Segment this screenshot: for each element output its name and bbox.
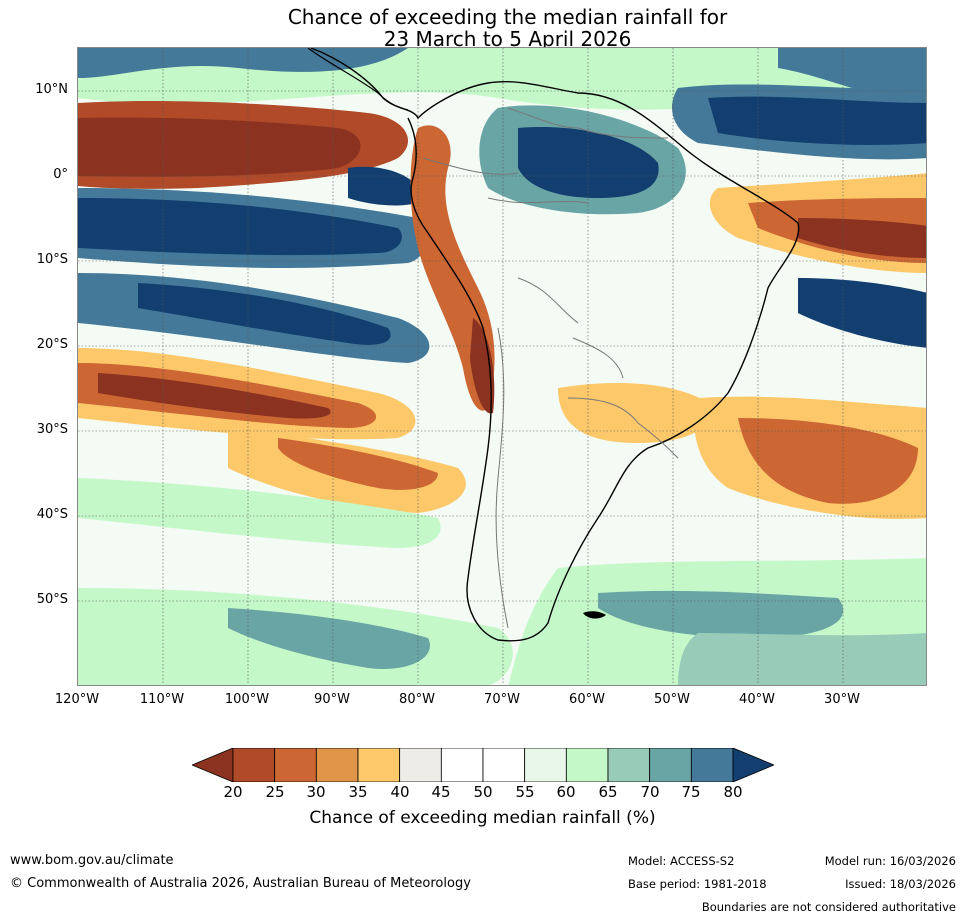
footer-disclaimer: Boundaries are not considered authoritat… bbox=[701, 900, 956, 914]
colorbar-tick-55: 55 bbox=[515, 783, 535, 801]
colorbar-segment bbox=[524, 748, 567, 782]
colorbar bbox=[192, 748, 774, 782]
colorbar-segment bbox=[274, 748, 317, 782]
falkland-islands bbox=[583, 611, 606, 619]
central-america-coastline bbox=[307, 48, 409, 111]
latitude-label-30s: 30°S bbox=[36, 422, 68, 437]
footer-issued: Issued: 18/03/2026 bbox=[845, 877, 956, 891]
latitude-label-10n: 10°N bbox=[35, 82, 68, 97]
longitude-label-100w: 100°W bbox=[224, 692, 270, 707]
colorbar-tick-40: 40 bbox=[390, 783, 410, 801]
longitude-label-60w: 60°W bbox=[569, 692, 605, 707]
colorbar-segments bbox=[232, 748, 734, 782]
colorbar-tick-75: 75 bbox=[681, 783, 701, 801]
longitude-label-80w: 80°W bbox=[399, 692, 435, 707]
colorbar-segment bbox=[440, 748, 484, 782]
footer-model: Model: ACCESS-S2 bbox=[628, 854, 735, 868]
footer-base-period: Base period: 1981-2018 bbox=[628, 877, 767, 891]
colorbar-segment bbox=[649, 748, 692, 782]
latitude-label-40s: 40°S bbox=[36, 507, 68, 522]
longitude-label-70w: 70°W bbox=[484, 692, 520, 707]
colorbar-tick-20: 20 bbox=[223, 783, 243, 801]
footer-model-run: Model run: 16/03/2026 bbox=[824, 854, 956, 868]
colorbar-tick-30: 30 bbox=[306, 783, 326, 801]
colorbar-left-arrow bbox=[192, 748, 234, 782]
colorbar-segment bbox=[690, 748, 734, 782]
map-canvas bbox=[78, 48, 926, 685]
latitude-label-0: 0° bbox=[53, 167, 68, 182]
map-graticule bbox=[78, 48, 926, 685]
colorbar-segment bbox=[607, 748, 651, 782]
colorbar-tick-45: 45 bbox=[431, 783, 451, 801]
colorbar-segment bbox=[315, 748, 359, 782]
colorbar-tick-70: 70 bbox=[640, 783, 660, 801]
footer-copyright: © Commonwealth of Australia 2026, Austra… bbox=[10, 876, 471, 891]
longitude-label-110w: 110°W bbox=[139, 692, 185, 707]
rainfall-probability-map bbox=[77, 47, 927, 686]
colorbar-segment bbox=[482, 748, 526, 782]
latitude-label-10s: 10°S bbox=[36, 252, 68, 267]
colorbar-segment bbox=[399, 748, 442, 782]
colorbar-tick-65: 65 bbox=[598, 783, 618, 801]
map-title-line-1: Chance of exceeding the median rainfall … bbox=[287, 5, 728, 29]
colorbar-segment bbox=[357, 748, 401, 782]
footer-website-link[interactable]: www.bom.gov.au/climate bbox=[10, 853, 174, 868]
latitude-label-20s: 20°S bbox=[36, 337, 68, 352]
longitude-label-50w: 50°W bbox=[654, 692, 690, 707]
colorbar-right-arrow bbox=[732, 748, 774, 782]
colorbar-segment bbox=[232, 748, 276, 782]
colorbar-tick-25: 25 bbox=[265, 783, 285, 801]
colorbar-label: Chance of exceeding median rainfall (%) bbox=[309, 808, 656, 828]
south-america-coastline bbox=[310, 48, 800, 642]
longitude-label-40w: 40°W bbox=[739, 692, 775, 707]
longitude-label-30w: 30°W bbox=[824, 692, 860, 707]
latitude-label-50s: 50°S bbox=[36, 592, 68, 607]
colorbar-tick-50: 50 bbox=[473, 783, 493, 801]
longitude-label-90w: 90°W bbox=[314, 692, 350, 707]
colorbar-segment bbox=[565, 748, 609, 782]
colorbar-tick-35: 35 bbox=[348, 783, 368, 801]
colorbar-tick-80: 80 bbox=[723, 783, 743, 801]
colorbar-tick-60: 60 bbox=[556, 783, 576, 801]
country-borders bbox=[422, 107, 679, 629]
longitude-label-120w: 120°W bbox=[54, 692, 100, 707]
probability-fill-layer bbox=[78, 48, 926, 685]
